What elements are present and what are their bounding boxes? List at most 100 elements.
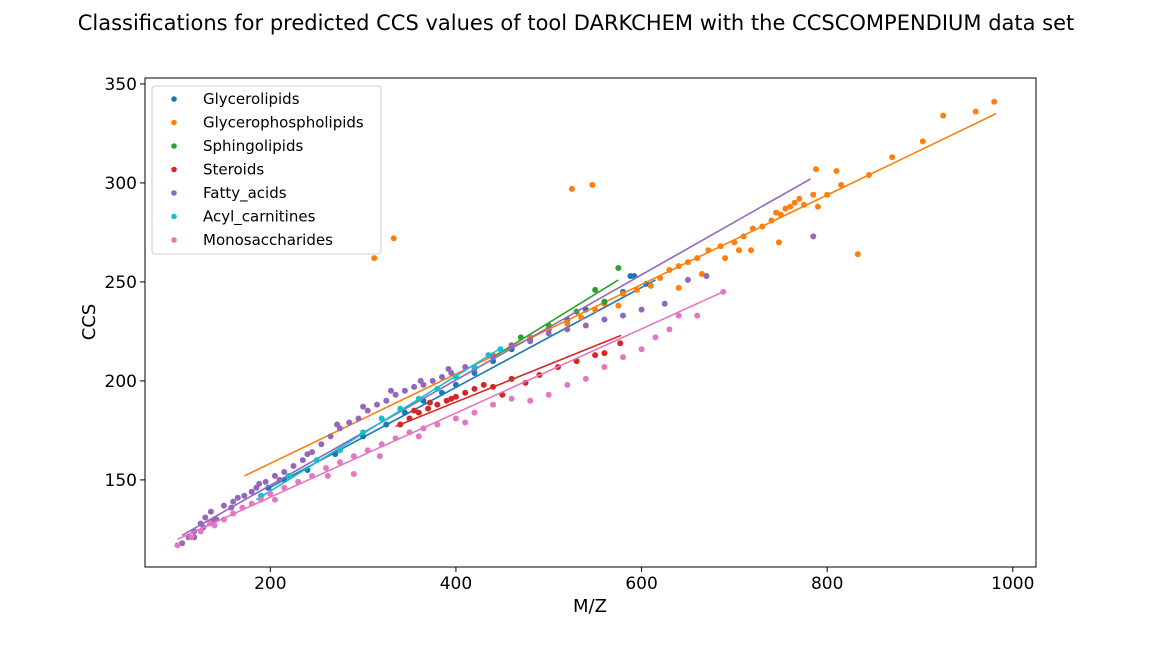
data-point xyxy=(230,498,237,505)
data-point xyxy=(568,185,575,192)
data-point xyxy=(387,387,394,394)
data-point xyxy=(940,112,947,119)
data-point xyxy=(854,251,861,258)
x-axis: 200 400 600 800 1000 xyxy=(254,567,1034,594)
data-point xyxy=(508,395,515,402)
data-point xyxy=(452,393,459,400)
data-point xyxy=(480,381,487,388)
legend-label: Monosaccharides xyxy=(203,231,333,249)
data-point xyxy=(253,484,260,491)
data-point xyxy=(267,490,274,497)
trend-line xyxy=(255,346,503,501)
data-point xyxy=(615,302,622,309)
legend-marker xyxy=(171,213,177,220)
data-point xyxy=(791,199,798,206)
data-point xyxy=(309,449,316,456)
x-axis-label: M/Z xyxy=(573,596,607,617)
data-point xyxy=(336,459,343,466)
data-point xyxy=(281,484,288,491)
series-glycerophospholipids xyxy=(243,98,998,477)
data-point xyxy=(374,401,381,408)
data-point xyxy=(787,203,794,210)
data-point xyxy=(304,451,311,458)
data-point xyxy=(619,312,626,319)
data-point xyxy=(722,255,729,262)
x-tick-label: 400 xyxy=(440,574,472,594)
series-monosaccharides xyxy=(174,288,727,549)
legend-label: Sphingolipids xyxy=(203,137,303,155)
data-point xyxy=(411,407,418,414)
data-point xyxy=(582,322,589,329)
data-point xyxy=(271,472,278,479)
data-point xyxy=(262,478,269,485)
data-point xyxy=(401,387,408,394)
data-point xyxy=(838,181,845,188)
data-point xyxy=(564,381,571,388)
data-point xyxy=(417,377,424,384)
data-point xyxy=(694,312,701,319)
data-point xyxy=(415,409,422,416)
data-point xyxy=(810,233,817,240)
legend-marker xyxy=(171,166,177,173)
data-point xyxy=(527,397,534,404)
data-point xyxy=(220,502,227,509)
data-point xyxy=(392,391,399,398)
data-point xyxy=(415,433,422,440)
data-point xyxy=(666,326,673,333)
data-point xyxy=(350,470,357,477)
data-point xyxy=(647,282,654,289)
data-point xyxy=(601,364,608,371)
data-point xyxy=(703,272,710,279)
data-point xyxy=(545,330,552,337)
data-point xyxy=(736,247,742,254)
x-tick-label: 200 xyxy=(254,574,286,594)
data-point xyxy=(615,265,622,272)
data-point xyxy=(290,463,297,470)
series-steroids xyxy=(395,334,624,428)
data-point xyxy=(334,421,341,428)
data-point xyxy=(617,340,624,347)
data-point xyxy=(443,397,450,404)
data-point xyxy=(471,409,478,416)
data-point xyxy=(675,284,682,291)
y-tick-label: 150 xyxy=(105,471,137,491)
data-point xyxy=(545,391,552,398)
legend-label: Glycerolipids xyxy=(203,90,300,108)
trend-line xyxy=(177,291,724,541)
data-point xyxy=(471,385,478,392)
data-point xyxy=(411,383,418,390)
data-point xyxy=(327,433,334,440)
data-point xyxy=(889,154,896,161)
data-point xyxy=(445,366,452,373)
x-tick-label: 800 xyxy=(811,574,843,594)
data-point xyxy=(324,472,331,479)
data-point xyxy=(285,472,292,479)
data-point xyxy=(322,465,329,472)
data-point xyxy=(638,346,645,353)
legend-marker xyxy=(171,237,177,243)
data-point xyxy=(582,375,589,382)
legend-label: Fatty_acids xyxy=(203,184,287,203)
data-point xyxy=(564,326,571,333)
trend-line xyxy=(395,334,622,428)
legend-box xyxy=(151,85,382,255)
data-point xyxy=(371,255,378,262)
data-point xyxy=(814,203,821,210)
data-point xyxy=(991,98,998,105)
data-point xyxy=(248,488,255,495)
data-point xyxy=(207,508,214,515)
legend-marker xyxy=(171,119,177,126)
data-point xyxy=(425,405,432,412)
data-point xyxy=(527,338,534,345)
data-point xyxy=(364,407,371,414)
data-point xyxy=(174,542,181,549)
data-point xyxy=(355,415,362,422)
data-point xyxy=(376,453,383,460)
data-point xyxy=(346,419,353,426)
data-point xyxy=(748,247,755,254)
legend-label: Glycerophospholipids xyxy=(203,114,364,132)
data-point xyxy=(439,373,445,380)
y-tick-label: 350 xyxy=(105,75,137,95)
data-point xyxy=(564,320,571,327)
legend-label: Acyl_carnitines xyxy=(203,208,316,227)
